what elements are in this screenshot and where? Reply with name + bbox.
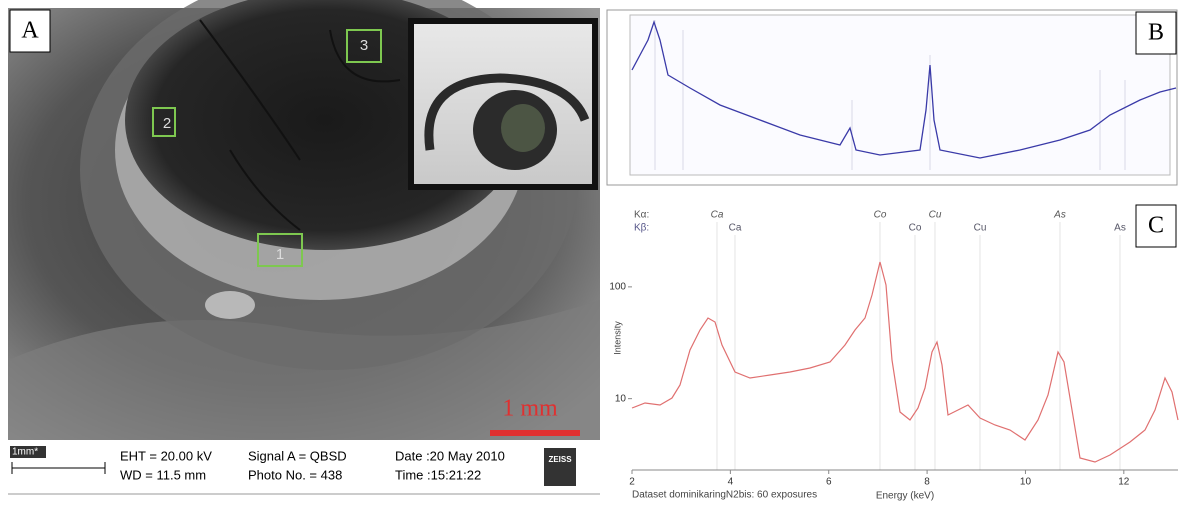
logo: ZEISS — [548, 455, 572, 464]
info-text: WD = 11.5 mm — [120, 467, 206, 482]
panel-c-spectrum — [632, 262, 1178, 462]
info-text: Photo No. = 438 — [248, 467, 342, 482]
info-text: 1mm* — [12, 447, 38, 458]
peak-label: Ca — [729, 223, 742, 234]
info-text: Time :15:21:22 — [395, 467, 481, 482]
page: 1 2 3 A 1 mm 1mm* EHT = 20.00 kV WD = 11… — [0, 0, 1180, 505]
panel-c: Ca Co Cu As Ca Co Cu As Kα: Kβ: 2 4 6 8 10 12 10 100 Inten… — [609, 210, 1178, 502]
logo-box — [544, 448, 576, 486]
figure: 1 2 3 A 1 mm 1mm* EHT = 20.00 kV WD = 11… — [0, 0, 1180, 505]
peak-label: As — [1114, 223, 1126, 234]
peak-label: Cu — [974, 223, 987, 234]
peak-label: Co — [874, 210, 887, 221]
x-tick-label: 4 — [728, 477, 734, 488]
x-tick-label: 8 — [924, 477, 930, 488]
info-text: Signal A = QBSD — [248, 448, 347, 463]
panel-b-plot — [630, 15, 1170, 175]
panel-label: B — [1148, 20, 1164, 46]
panel-label: C — [1148, 213, 1164, 239]
y-tick-label: 10 — [615, 393, 627, 404]
y-axis-label: Intensity — [612, 321, 622, 355]
panel-label: A — [21, 18, 39, 44]
info-text: Date :20 May 2010 — [395, 448, 505, 463]
ring-stone — [501, 104, 545, 152]
region-label: 3 — [360, 37, 368, 54]
x-axis-label: Energy (keV) — [876, 491, 934, 502]
x-tick-label: 10 — [1020, 477, 1032, 488]
region-label: 2 — [163, 115, 171, 132]
scale-bar-label: 1 mm — [502, 396, 558, 422]
line-key: Kα: — [634, 210, 649, 221]
x-tick-label: 12 — [1118, 477, 1130, 488]
peak-label: As — [1053, 210, 1066, 221]
scale-bar — [490, 430, 580, 436]
peak-label: Cu — [929, 210, 942, 221]
x-tick-label: 6 — [826, 477, 832, 488]
region-label: 1 — [276, 246, 284, 263]
info-text: EHT = 20.00 kV — [120, 448, 212, 463]
footer: Dataset dominikaringN2bis: 60 exposures — [632, 490, 817, 501]
line-key: Kβ: — [634, 223, 649, 234]
y-tick-label: 100 — [609, 282, 626, 293]
particle — [205, 291, 255, 319]
x-tick-label: 2 — [629, 477, 635, 488]
peak-label: Co — [909, 223, 922, 234]
peak-label: Ca — [711, 210, 724, 221]
